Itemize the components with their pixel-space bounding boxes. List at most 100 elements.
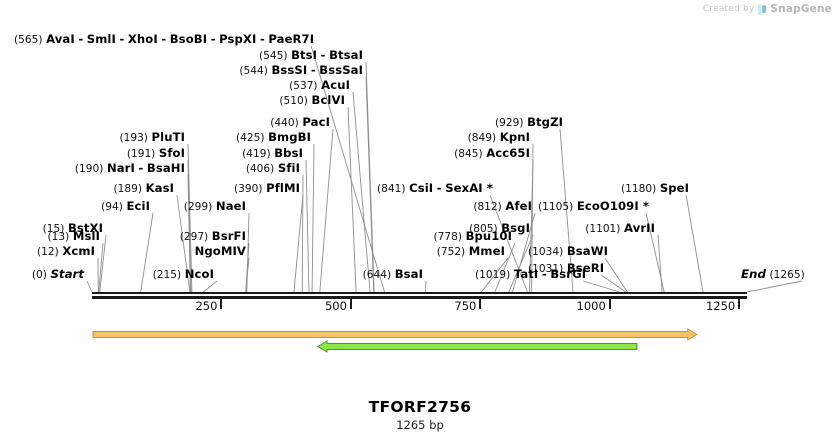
- enzyme-site-label: (644) BsaI: [363, 268, 423, 281]
- site-position: (94): [101, 201, 123, 213]
- enzyme-site-label: (94) EciI: [101, 200, 150, 213]
- enzyme-site-label: (1101) AvrII: [585, 222, 655, 235]
- enzyme-name: BtsI: [291, 48, 318, 62]
- orange-feature-arrow: [92, 328, 698, 341]
- enzyme-separator: -: [310, 63, 316, 77]
- enzyme-name: NaeI: [215, 199, 246, 213]
- enzyme-name: SmlI: [86, 32, 116, 46]
- enzyme-name: MslI: [72, 229, 100, 243]
- enzyme-site-label: (0) Start: [32, 268, 84, 281]
- enzyme-name: Bpu10I: [465, 229, 512, 243]
- enzyme-name: NgoMIV: [194, 244, 246, 258]
- enzyme-name: AvrII: [624, 221, 655, 235]
- ruler-tick: [479, 299, 482, 309]
- enzyme-name: XhoI: [127, 32, 158, 46]
- enzyme-site-label: (215) NcoI: [153, 268, 214, 281]
- enzyme-name: SfoI: [158, 146, 185, 160]
- ruler-tick-label: 250: [195, 299, 218, 313]
- enzyme-name: BseRI: [566, 261, 605, 275]
- ruler-tick: [738, 299, 741, 309]
- enzyme-name: AcuI: [321, 78, 350, 92]
- enzyme-name: PspXI: [219, 32, 257, 46]
- enzyme-name: CsiI: [409, 181, 434, 195]
- enzyme-site-label: (390) PflMI: [234, 182, 300, 195]
- site-position: (13): [47, 231, 70, 243]
- ruler-tick-label: 750: [454, 299, 477, 313]
- enzyme-name: MmeI: [468, 244, 505, 258]
- enzyme-name: EciI: [126, 199, 150, 213]
- sequence-backbone-inner: [92, 294, 747, 296]
- site-position: (1265): [769, 269, 805, 281]
- site-position: (193): [119, 132, 148, 144]
- site-position: (1034): [528, 246, 564, 258]
- enzyme-name: KpnI: [499, 130, 530, 144]
- enzyme-name: XcmI: [62, 244, 95, 258]
- enzyme-name: Start: [50, 267, 84, 281]
- site-position: (841): [377, 183, 406, 195]
- site-position: (15): [42, 223, 65, 235]
- enzyme-separator: -: [541, 267, 547, 281]
- site-position: (190): [74, 163, 104, 175]
- site-position: (752): [436, 246, 466, 258]
- enzyme-site-label: (565) AvaI - SmlI - XhoI - BsoBI - PspXI…: [14, 33, 314, 46]
- enzyme-site-label: (1034) BsaWI: [528, 245, 608, 258]
- enzyme-name: BtsaI: [329, 48, 363, 62]
- enzyme-name: BsgI: [501, 221, 530, 235]
- sequence-length: 1265 bp: [396, 418, 444, 432]
- enzyme-name: NarI: [106, 161, 135, 175]
- enzyme-name: BsaWI: [566, 244, 608, 258]
- snapgene-logo-icon: [758, 3, 766, 15]
- enzyme-name: SpeI: [659, 181, 690, 195]
- enzyme-site-label: (778) Bpu10I: [433, 230, 512, 243]
- enzyme-site-label: (299) NaeI: [184, 200, 246, 213]
- site-position: (191): [126, 148, 156, 160]
- enzyme-name: BclVI: [311, 93, 345, 107]
- enzyme-site-label: (425) BmgBI: [236, 131, 311, 144]
- enzyme-name: NcoI: [184, 267, 214, 281]
- enzyme-name: PacI: [302, 115, 330, 129]
- site-position: (644): [362, 269, 392, 281]
- enzyme-site-label: NgoMIV: [195, 245, 246, 258]
- enzyme-name: BbsI: [274, 146, 303, 160]
- enzyme-site-label: (193) PluTI: [119, 131, 185, 144]
- enzyme-site-label: (191) SfoI: [127, 147, 185, 160]
- enzyme-separator: -: [138, 161, 144, 175]
- site-position: (845): [454, 148, 483, 160]
- site-position: (297): [179, 231, 209, 243]
- site-position: (510): [279, 95, 308, 107]
- enzyme-name: Acc65I: [486, 146, 530, 160]
- site-position: (778): [433, 231, 462, 243]
- enzyme-separator: -: [436, 181, 442, 195]
- enzyme-name: End: [741, 267, 766, 281]
- enzyme-site-label: (510) BclVI: [279, 94, 345, 107]
- site-position: (805): [469, 223, 498, 235]
- sequence-backbone: [92, 292, 747, 299]
- enzyme-name: BssSI: [271, 63, 308, 77]
- site-position: (1031): [528, 263, 564, 275]
- enzyme-site-label: (537) AcuI: [289, 79, 350, 92]
- enzyme-site-label: (545) BtsI - BtsaI: [259, 49, 363, 62]
- enzyme-site-label: End (1265): [741, 268, 805, 281]
- enzyme-site-label: (190) NarI - BsaHI: [75, 162, 185, 175]
- enzyme-site-label: (1019) TatI - BsrGI: [475, 268, 586, 281]
- site-position: (440): [270, 117, 299, 129]
- enzyme-name: EcoO109I *: [576, 199, 650, 213]
- enzyme-name: KasI: [145, 181, 174, 195]
- enzyme-site-label: (1180) SpeI: [621, 182, 689, 195]
- enzyme-name: AfeI: [505, 199, 532, 213]
- site-position: (425): [236, 132, 265, 144]
- enzyme-site-label: (929) BtgZI: [495, 116, 563, 129]
- site-position: (215): [152, 269, 182, 281]
- site-position: (1180): [621, 183, 657, 195]
- enzyme-separator: -: [161, 32, 167, 46]
- site-position: (299): [183, 201, 213, 213]
- enzyme-separator: -: [259, 32, 265, 46]
- ruler-tick: [220, 299, 223, 309]
- enzyme-site-label: (12) XcmI: [37, 245, 95, 258]
- enzyme-site-label: (189) KasI: [113, 182, 174, 195]
- enzyme-separator: -: [320, 48, 326, 62]
- site-position: (1105): [538, 201, 574, 213]
- enzyme-name: BsrFI: [211, 229, 246, 243]
- enzyme-site-label: (419) BbsI: [242, 147, 303, 160]
